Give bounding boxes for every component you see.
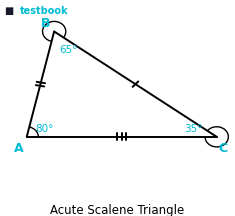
Text: C: C — [219, 142, 228, 155]
Text: ■: ■ — [4, 6, 13, 16]
Text: 80°: 80° — [35, 124, 54, 134]
Text: B: B — [41, 17, 51, 30]
Text: testbook: testbook — [20, 6, 69, 16]
Text: A: A — [13, 142, 23, 155]
Text: 65°: 65° — [60, 44, 78, 55]
Text: Acute Scalene Triangle: Acute Scalene Triangle — [50, 204, 185, 216]
Text: 35°: 35° — [184, 124, 203, 134]
